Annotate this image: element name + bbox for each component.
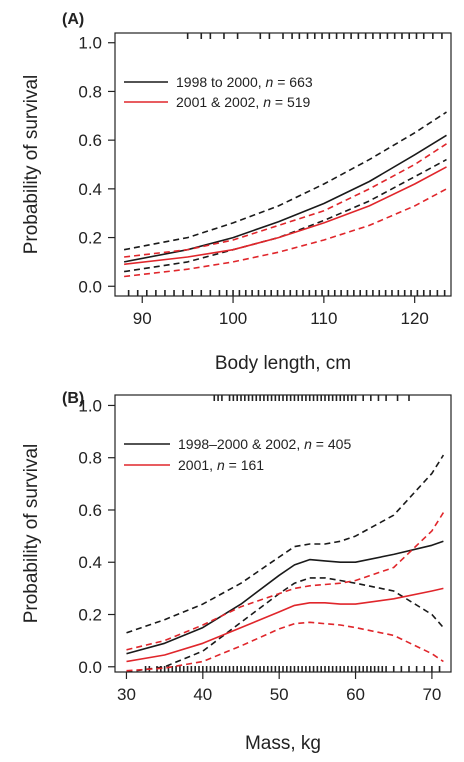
plot-frame-a <box>114 32 452 297</box>
series-layer-b <box>126 454 445 672</box>
x-axis-title-a: Body length, cm <box>215 353 351 374</box>
y-tick-label-b-5: 1.0 <box>78 396 102 415</box>
legend-label-a-1: 1998 to 2000, n = 663 <box>176 74 313 90</box>
x-tick-label-b-0: 30 <box>117 685 136 704</box>
series-b-5 <box>126 621 444 672</box>
legend-label-b-1: 1998–2000 & 2002, n = 405 <box>178 436 351 452</box>
series-b-1 <box>126 454 445 634</box>
rug-bottom-a <box>127 290 446 296</box>
y-axis-a: 0.0 0.2 0.4 0.6 0.8 1.0 <box>78 34 115 296</box>
x-axis-title-b: Mass, kg <box>245 733 321 754</box>
legend-label-b-2: 2001, n = 161 <box>178 457 264 473</box>
y-tick-label-b-1: 0.2 <box>78 606 102 625</box>
y-tick-label-a-4: 0.8 <box>78 82 102 101</box>
series-b-4 <box>126 512 445 651</box>
rug-top-b <box>213 395 410 401</box>
series-a-2 <box>123 158 447 273</box>
y-tick-label-a-2: 0.4 <box>78 180 102 199</box>
panel-b: (B) 0.0 0.2 0.4 0.6 0.8 1.0 30 40 50 60 70 Probab… <box>21 390 452 754</box>
series-a-0 <box>123 134 447 263</box>
x-tick-label-a-1: 100 <box>219 309 247 328</box>
y-axis-title-a: Probability of survival <box>21 75 42 255</box>
series-a-1 <box>123 111 447 251</box>
legend-b: 1998–2000 & 2002, n = 405 2001, n = 161 <box>124 436 351 473</box>
y-tick-label-b-3: 0.6 <box>78 501 102 520</box>
panel-label-b: (B) <box>62 390 84 407</box>
series-layer-a <box>123 111 447 278</box>
series-b-3 <box>126 587 444 663</box>
y-tick-label-a-3: 0.6 <box>78 131 102 150</box>
rug-bottom-b <box>144 666 441 672</box>
y-tick-label-b-4: 0.8 <box>78 449 102 468</box>
x-tick-label-b-2: 50 <box>270 685 289 704</box>
series-b-0 <box>126 540 444 655</box>
x-tick-label-b-3: 60 <box>346 685 365 704</box>
y-tick-label-b-2: 0.4 <box>78 553 102 572</box>
x-tick-label-a-3: 120 <box>400 309 428 328</box>
series-a-4 <box>124 143 447 258</box>
y-axis-b: 0.0 0.2 0.4 0.6 0.8 1.0 <box>78 396 115 677</box>
x-axis-a: 90 100 110 120 <box>133 296 429 328</box>
x-axis-b: 30 40 50 60 70 <box>117 672 441 704</box>
x-tick-label-a-2: 110 <box>310 309 337 328</box>
y-tick-label-a-1: 0.2 <box>78 229 102 248</box>
y-tick-label-b-0: 0.0 <box>78 658 102 677</box>
rug-top-a <box>186 33 443 39</box>
x-tick-label-b-4: 70 <box>422 685 441 704</box>
series-a-5 <box>124 188 447 278</box>
y-axis-title-b: Probability of survival <box>21 444 42 624</box>
legend-label-a-2: 2001 & 2002, n = 519 <box>176 94 311 110</box>
x-tick-label-b-1: 40 <box>193 685 212 704</box>
series-b-2 <box>126 577 445 672</box>
y-tick-label-a-0: 0.0 <box>78 277 102 296</box>
series-a-3 <box>124 166 447 266</box>
panel-a: (A) 0.0 0.2 0.4 0.6 0.8 1.0 90 100 110 120 Proba… <box>21 11 452 374</box>
legend-a: 1998 to 2000, n = 663 2001 & 2002, n = 5… <box>124 74 313 110</box>
x-tick-label-a-0: 90 <box>133 309 152 328</box>
panel-label-a: (A) <box>62 11 84 28</box>
y-tick-label-a-5: 1.0 <box>78 34 102 53</box>
